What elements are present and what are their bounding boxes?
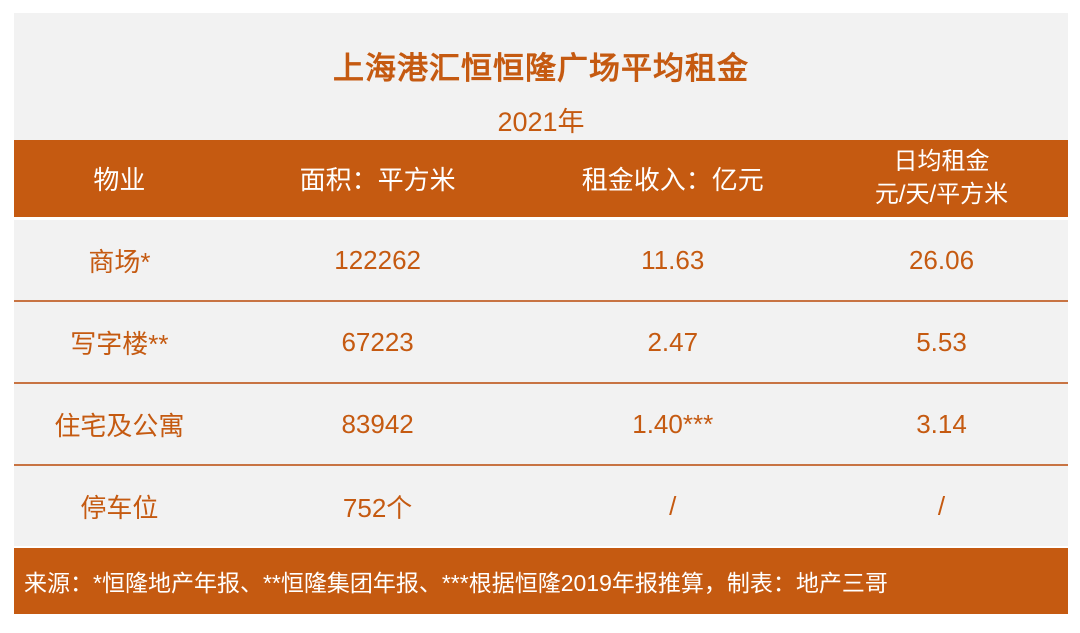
cell-property: 停车位 (80, 492, 159, 523)
cell-property: 写字楼** (70, 328, 169, 359)
page-title: 上海港汇恒恒隆广场平均租金 (333, 51, 749, 86)
cell-property: 商场* (88, 246, 151, 277)
cell-rent-income: 11.63 (641, 244, 705, 275)
column-header-daily-rent-line1: 日均租金 (893, 148, 990, 176)
cell-property: 住宅及公寓 (54, 410, 185, 441)
table-row: 写字楼** 67223 2.47 5.53 (14, 300, 1068, 382)
cell-daily-rent: 26.06 (908, 244, 975, 275)
title-block: 上海港汇恒恒隆广场平均租金 2021年 (14, 13, 1068, 140)
cell-area: 752个 (342, 492, 413, 523)
cell-rent-income: / (669, 490, 677, 521)
column-header-daily-rent: 日均租金 元/天/平方米 (815, 146, 1068, 211)
cell-rent-income: 2.47 (647, 326, 699, 357)
column-header-rent-income: 租金收入：亿元 (581, 165, 764, 195)
table-row: 停车位 752个 / / (14, 464, 1068, 546)
table-row: 住宅及公寓 83942 1.40*** 3.14 (14, 382, 1068, 464)
cell-area: 67223 (341, 326, 414, 357)
table-row: 商场* 122262 11.63 26.06 (14, 220, 1068, 300)
cell-area: 83942 (341, 408, 414, 439)
column-header-daily-rent-line2: 元/天/平方米 (874, 180, 1009, 208)
source-note: 来源：*恒隆地产年报、**恒隆集团年报、***根据恒隆2019年报推算，制表：地… (24, 570, 888, 596)
cell-area: 122262 (334, 244, 421, 275)
cell-daily-rent: / (937, 490, 946, 521)
table-body: 商场* 122262 11.63 26.06 写字楼** 67223 2.47 … (14, 220, 1068, 546)
column-header-area: 面积：平方米 (299, 165, 456, 195)
column-header-property: 物业 (93, 165, 146, 195)
cell-daily-rent: 5.53 (916, 326, 967, 357)
cell-rent-income: 1.40*** (632, 408, 714, 439)
source-footer: 来源：*恒隆地产年报、**恒隆集团年报、***根据恒隆2019年报推算，制表：地… (14, 548, 1068, 614)
cell-daily-rent: 3.14 (916, 408, 967, 439)
table-header-row: 物业 面积：平方米 租金收入：亿元 日均租金 元/天/平方米 (14, 140, 1068, 217)
table-card: 上海港汇恒恒隆广场平均租金 2021年 物业 面积：平方米 租金收入：亿元 日均… (14, 13, 1068, 614)
page-subtitle: 2021年 (497, 107, 585, 137)
